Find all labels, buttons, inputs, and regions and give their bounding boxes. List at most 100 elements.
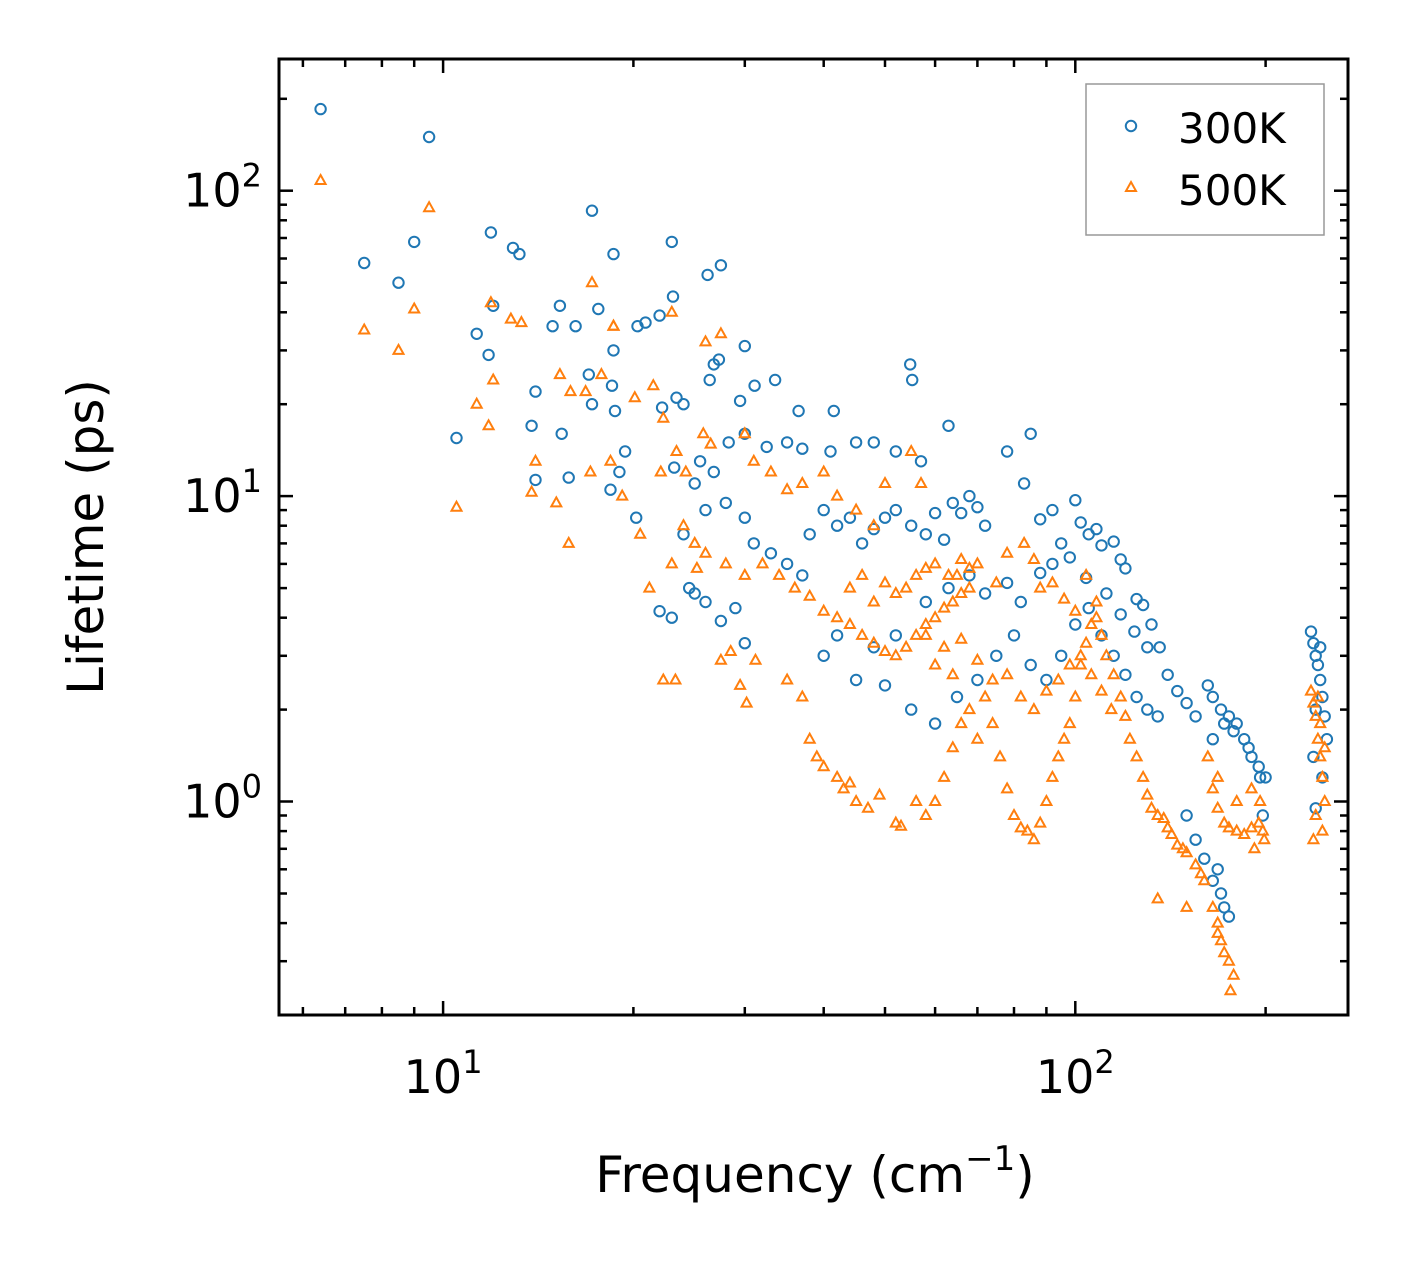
data-point-500k: [954, 716, 968, 729]
data-point-500k: [836, 781, 851, 794]
data-point-300k: [937, 533, 951, 546]
data-point-500k: [654, 464, 668, 477]
data-point-300k: [653, 309, 666, 322]
data-point-500k: [878, 575, 892, 588]
data-point-300k: [738, 339, 751, 353]
data-point-300k: [1034, 513, 1047, 526]
data-point-300k: [792, 404, 805, 418]
data-point-300k: [1307, 750, 1320, 764]
data-point-500k: [698, 334, 713, 347]
data-point-500k: [941, 567, 956, 580]
data-point-500k: [993, 749, 1007, 762]
data-point-300k: [1119, 562, 1132, 575]
data-point-300k: [963, 489, 976, 503]
data-point-500k: [755, 556, 770, 569]
data-point-300k: [1314, 641, 1327, 654]
data-point-300k: [1304, 625, 1318, 638]
data-point-500k: [733, 677, 747, 690]
data-point-500k: [970, 731, 985, 744]
data-point-500k: [1033, 815, 1047, 828]
data-point-300k: [592, 302, 605, 316]
data-point-500k: [656, 410, 670, 423]
data-point-500k: [1045, 769, 1060, 782]
data-point-500k: [970, 556, 985, 569]
data-point-500k: [1027, 832, 1041, 845]
data-point-500k: [788, 580, 802, 593]
data-point-500k: [606, 318, 621, 331]
data-point-500k: [603, 453, 618, 466]
legend-box: [1085, 83, 1325, 236]
data-point-300k: [1153, 641, 1166, 654]
data-point-300k: [707, 465, 720, 479]
data-point-500k: [780, 482, 794, 495]
data-point-300k: [843, 511, 857, 524]
data-point-500k: [937, 639, 951, 652]
data-point-300k: [665, 235, 678, 249]
data-point-300k: [971, 501, 984, 514]
data-point-500k: [1197, 873, 1211, 886]
data-point-500k: [676, 518, 691, 531]
data-point-500k: [962, 702, 977, 715]
data-point-300k: [607, 247, 620, 261]
data-point-500k: [928, 556, 942, 569]
data-point-500k: [1318, 793, 1332, 806]
data-point-500k: [919, 560, 933, 573]
data-point-300k: [529, 473, 542, 487]
data-point-500k: [843, 580, 857, 593]
data-point-500k: [946, 667, 960, 680]
data-point-500k: [1315, 823, 1330, 836]
data-point-500k: [950, 567, 964, 580]
data-point-300k: [653, 605, 666, 618]
data-point-500k: [642, 580, 657, 593]
data-point-500k: [528, 453, 543, 466]
data-point-300k: [562, 471, 575, 484]
data-point-300k: [878, 511, 892, 524]
data-point-300k: [827, 404, 840, 418]
data-point-500k: [1247, 841, 1262, 854]
data-point-500k: [1211, 925, 1225, 938]
data-point-500k: [1094, 627, 1109, 640]
data-point-500k: [1079, 635, 1093, 648]
data-point-500k: [962, 580, 977, 593]
data-point-500k: [665, 304, 679, 317]
data-point-300k: [1119, 668, 1132, 681]
data-point-300k: [482, 348, 495, 362]
data-point-500k: [486, 372, 500, 385]
data-point-500k: [1217, 945, 1231, 958]
data-point-300k: [703, 373, 716, 387]
data-point-300k: [1017, 477, 1031, 490]
data-point-300k: [824, 445, 837, 458]
data-point-500k: [1074, 648, 1088, 661]
data-point-500k: [1201, 749, 1215, 762]
data-point-300k: [529, 385, 542, 398]
data-point-300k: [630, 511, 643, 524]
data-point-300k: [585, 204, 599, 217]
data-point-500k: [1089, 594, 1104, 607]
data-point-300k: [950, 690, 964, 704]
data-point-500k: [739, 695, 754, 708]
data-point-500k: [878, 475, 892, 488]
data-point-300k: [928, 717, 942, 730]
data-point-300k: [738, 511, 751, 524]
data-point-300k: [760, 440, 773, 454]
data-point-500k: [1057, 591, 1071, 604]
data-point-500k: [1164, 826, 1179, 839]
data-point-300k: [666, 290, 680, 303]
data-point-500k: [553, 367, 567, 380]
data-point-300k: [1151, 710, 1164, 723]
data-point-500k: [524, 484, 539, 497]
data-point-300k: [546, 320, 559, 333]
data-point-500k: [1313, 716, 1327, 729]
data-point-300k: [1069, 494, 1082, 507]
data-point-500k: [909, 793, 923, 806]
data-point-300k: [422, 130, 436, 144]
data-point-300k: [889, 629, 902, 642]
data-point-300k: [817, 503, 830, 517]
data-point-500k: [1313, 749, 1327, 762]
data-point-300k: [906, 373, 919, 387]
legend-label-300k: 300K: [1178, 104, 1287, 153]
data-point-300k: [607, 344, 620, 357]
data-point-500k: [1107, 667, 1121, 680]
data-point-300k: [849, 673, 863, 687]
data-point-300k: [830, 519, 844, 532]
